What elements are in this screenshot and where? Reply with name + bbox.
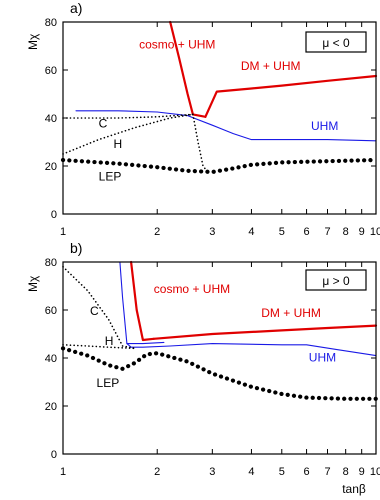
panel-a-series-uhm-line (75, 110, 377, 142)
panel-a-annotation-dm-uhm: DM + UHM (241, 59, 301, 73)
panel-b-series-uhm-line (119, 261, 377, 357)
panel-b-annotation-dm-uhm: DM + UHM (261, 306, 321, 320)
panel-a-xtick-label: 7 (324, 226, 330, 238)
panel-a-plot-frame (62, 21, 377, 215)
panel-b-series-h-line (62, 343, 136, 350)
panel-a-annotation-lep: LEP (99, 169, 122, 183)
panel-a-series-lep-line (60, 157, 379, 175)
panel-a-chart: a) Mχ μ < 0 1 2 3 4 5 6 7 8 9 10 0 20 40 60 80 cosmo +… (26, 0, 380, 238)
panel-a-xtick-label: 1 (60, 226, 66, 238)
panel-a-series-cosmo-uhm-line (169, 20, 207, 118)
panel-b-series-connector-line (126, 341, 165, 345)
panel-b-annotation-h: H (105, 334, 114, 348)
panel-a-ylabel: Mχ (26, 33, 40, 50)
panel-b-xlabel: tanβ (342, 482, 366, 496)
panel-a-annotation-cosmo-uhm: cosmo + UHM (139, 37, 215, 51)
panel-b-xtick-label: 3 (209, 466, 215, 478)
panel-b-annotation-cosmo-uhm: cosmo + UHM (154, 282, 230, 296)
panel-b-xtick-label: 7 (324, 466, 330, 478)
panel-a-xtick-label: 4 (248, 226, 254, 238)
panel-b-xtick-label: 9 (359, 466, 365, 478)
panel-a-ytick-label: 60 (45, 65, 57, 77)
panel-b-series-dm-uhm-line (152, 324, 378, 340)
panel-a-label: a) (70, 0, 82, 16)
panel-a-series-c-line (62, 113, 194, 119)
panel-b-xtick-label: 10 (370, 466, 380, 478)
panel-a-series-dm-uhm-line (204, 74, 378, 118)
panel-a-xtick-label: 2 (154, 226, 160, 238)
panel-b-xtick-label: 6 (303, 466, 309, 478)
panel-a-annotation-uhm: UHM (311, 119, 338, 133)
panel-b-label: b) (70, 240, 82, 256)
panel-a-annotation-h: H (114, 137, 123, 151)
panel-a-annotation-c: C (99, 117, 108, 131)
panel-b-ytick-label: 0 (51, 449, 57, 461)
panel-b-ytick-label: 60 (45, 305, 57, 317)
panel-a-ytick-label: 20 (45, 161, 57, 173)
panel-b-annotation-uhm: UHM (309, 351, 336, 365)
panel-a-xtick-label: 8 (343, 226, 349, 238)
panel-b-xtick-label: 4 (248, 466, 254, 478)
panel-b-annotation-lep: LEP (97, 376, 120, 390)
panel-b-legend-box (305, 269, 367, 291)
panel-b-ytick-label: 80 (45, 257, 57, 269)
panel-b-annotation-c: C (90, 304, 99, 318)
panel-a-ytick-label: 0 (51, 209, 57, 221)
panel-b-chart: b) Mχ μ > 0 1 2 3 4 5 6 7 8 9 10 0 20 40 60 80 cosmo +… (26, 240, 380, 496)
panel-a-legend-box (305, 31, 367, 53)
panel-a-xtick-label: 9 (359, 226, 365, 238)
panel-b-legend-text: μ > 0 (322, 274, 350, 288)
panel-b-xtick-label: 5 (279, 466, 285, 478)
panel-a-ytick-label: 40 (45, 113, 57, 125)
panel-b-xtick-label: 2 (154, 466, 160, 478)
panel-b-xtick-label: 1 (60, 466, 66, 478)
panel-b-ylabel: Mχ (26, 275, 40, 292)
panel-a-xtick-label: 5 (279, 226, 285, 238)
panel-a-ytick-label: 80 (45, 17, 57, 29)
panel-a-xtick-label: 10 (370, 226, 380, 238)
panel-b-series-cosmo-uhm-line (130, 260, 155, 342)
panel-a-series-connector-line (192, 113, 209, 173)
panel-b-ytick-label: 40 (45, 353, 57, 365)
panel-a-xtick-label: 3 (209, 226, 215, 238)
panel-b-plot-frame (62, 261, 377, 455)
panel-a-legend-text: μ < 0 (322, 36, 350, 50)
panel-b-ytick-label: 20 (45, 401, 57, 413)
panel-a-series-h-line (62, 113, 194, 155)
panel-b-series-c-line (62, 265, 136, 350)
panel-b-xtick-label: 8 (343, 466, 349, 478)
panel-b-series-lep-line (60, 346, 379, 401)
panel-a-xtick-label: 6 (303, 226, 309, 238)
